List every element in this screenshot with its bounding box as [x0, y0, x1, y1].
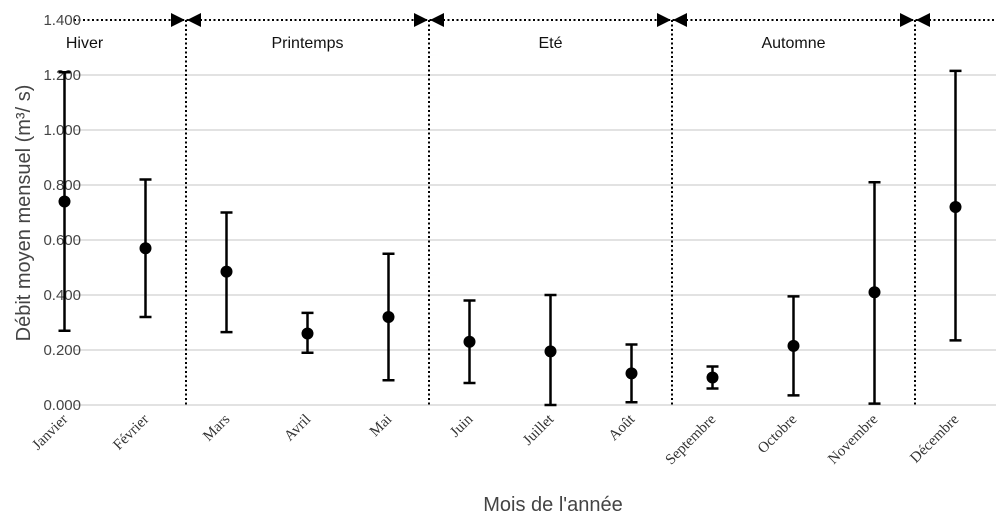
x-tick-label: Octobre — [755, 411, 801, 457]
y-tick-label: 0.000 — [43, 397, 81, 414]
data-point-group — [220, 211, 233, 334]
arrowhead-left — [430, 13, 444, 27]
data-point-group — [301, 311, 314, 354]
data-point — [382, 311, 395, 323]
arrowhead-right — [414, 13, 428, 27]
season-dividers — [185, 20, 916, 405]
data-point — [301, 327, 314, 340]
y-tick-label: 0.200 — [43, 342, 81, 359]
data-point-group — [949, 69, 962, 342]
x-tick-label: Décembre — [907, 411, 962, 466]
x-tick-label: Janvier — [29, 412, 71, 454]
season-label: Eté — [538, 35, 562, 52]
grid — [74, 74, 996, 406]
y-tick-label: 1.200 — [43, 67, 81, 84]
arrowhead-left — [916, 13, 930, 27]
data-point — [463, 335, 476, 348]
x-tick-label: Juin — [447, 411, 476, 440]
x-tick-label: Novembre — [825, 411, 881, 467]
data-point-group — [544, 293, 557, 407]
x-tick-labels: Janvier Février Mars Avril Mai Juin Juillet Aoû… — [29, 411, 962, 468]
season-labels: Hiver Printemps Eté Automne — [66, 35, 826, 52]
y-tick-label: 1.400 — [43, 12, 81, 29]
data-point — [949, 201, 962, 213]
data-point-group — [463, 299, 476, 385]
data-point-group — [58, 71, 71, 332]
season-label: Hiver — [66, 35, 104, 52]
y-tick-label: 1.000 — [43, 122, 81, 139]
data-point-group — [382, 252, 395, 382]
data-point-group — [139, 178, 152, 319]
data-point-group — [868, 181, 881, 405]
arrowhead-right — [171, 13, 185, 27]
arrowhead-left — [187, 13, 201, 27]
y-tick-label: 0.600 — [43, 232, 81, 249]
arrowhead-right — [657, 13, 671, 27]
x-tick-label: Septembre — [663, 411, 720, 468]
arrowhead-left — [673, 13, 687, 27]
data-point — [544, 345, 557, 358]
data-point — [625, 367, 638, 380]
season-label: Automne — [761, 35, 825, 52]
y-tick-labels: 0.000 0.200 0.400 0.600 0.800 1.000 1.200 1.400 — [43, 12, 81, 414]
data-point — [787, 339, 800, 352]
x-tick-label: Août — [606, 411, 639, 444]
y-tick-label: 0.800 — [43, 177, 81, 194]
data-point — [58, 195, 71, 208]
x-tick-label: Février — [110, 412, 152, 454]
data-point — [139, 242, 152, 255]
season-label: Printemps — [271, 35, 343, 52]
x-tick-label: Mai — [367, 412, 395, 440]
arrowhead-right — [900, 13, 914, 27]
y-axis-title: Débit moyen mensuel (m³/ s) — [13, 85, 35, 342]
y-tick-label: 0.400 — [43, 287, 81, 304]
season-arrows — [74, 13, 996, 27]
data-point-group — [706, 365, 719, 390]
data-series — [58, 69, 962, 407]
data-point — [706, 371, 719, 384]
x-tick-label: Mars — [200, 411, 233, 444]
data-point — [220, 265, 233, 278]
x-tick-label: Juillet — [520, 411, 558, 449]
data-point-group — [625, 343, 638, 404]
data-point-group — [787, 295, 800, 397]
data-point — [868, 286, 881, 299]
x-axis-title: Mois de l'année — [483, 494, 622, 516]
x-tick-label: Avril — [281, 412, 314, 445]
